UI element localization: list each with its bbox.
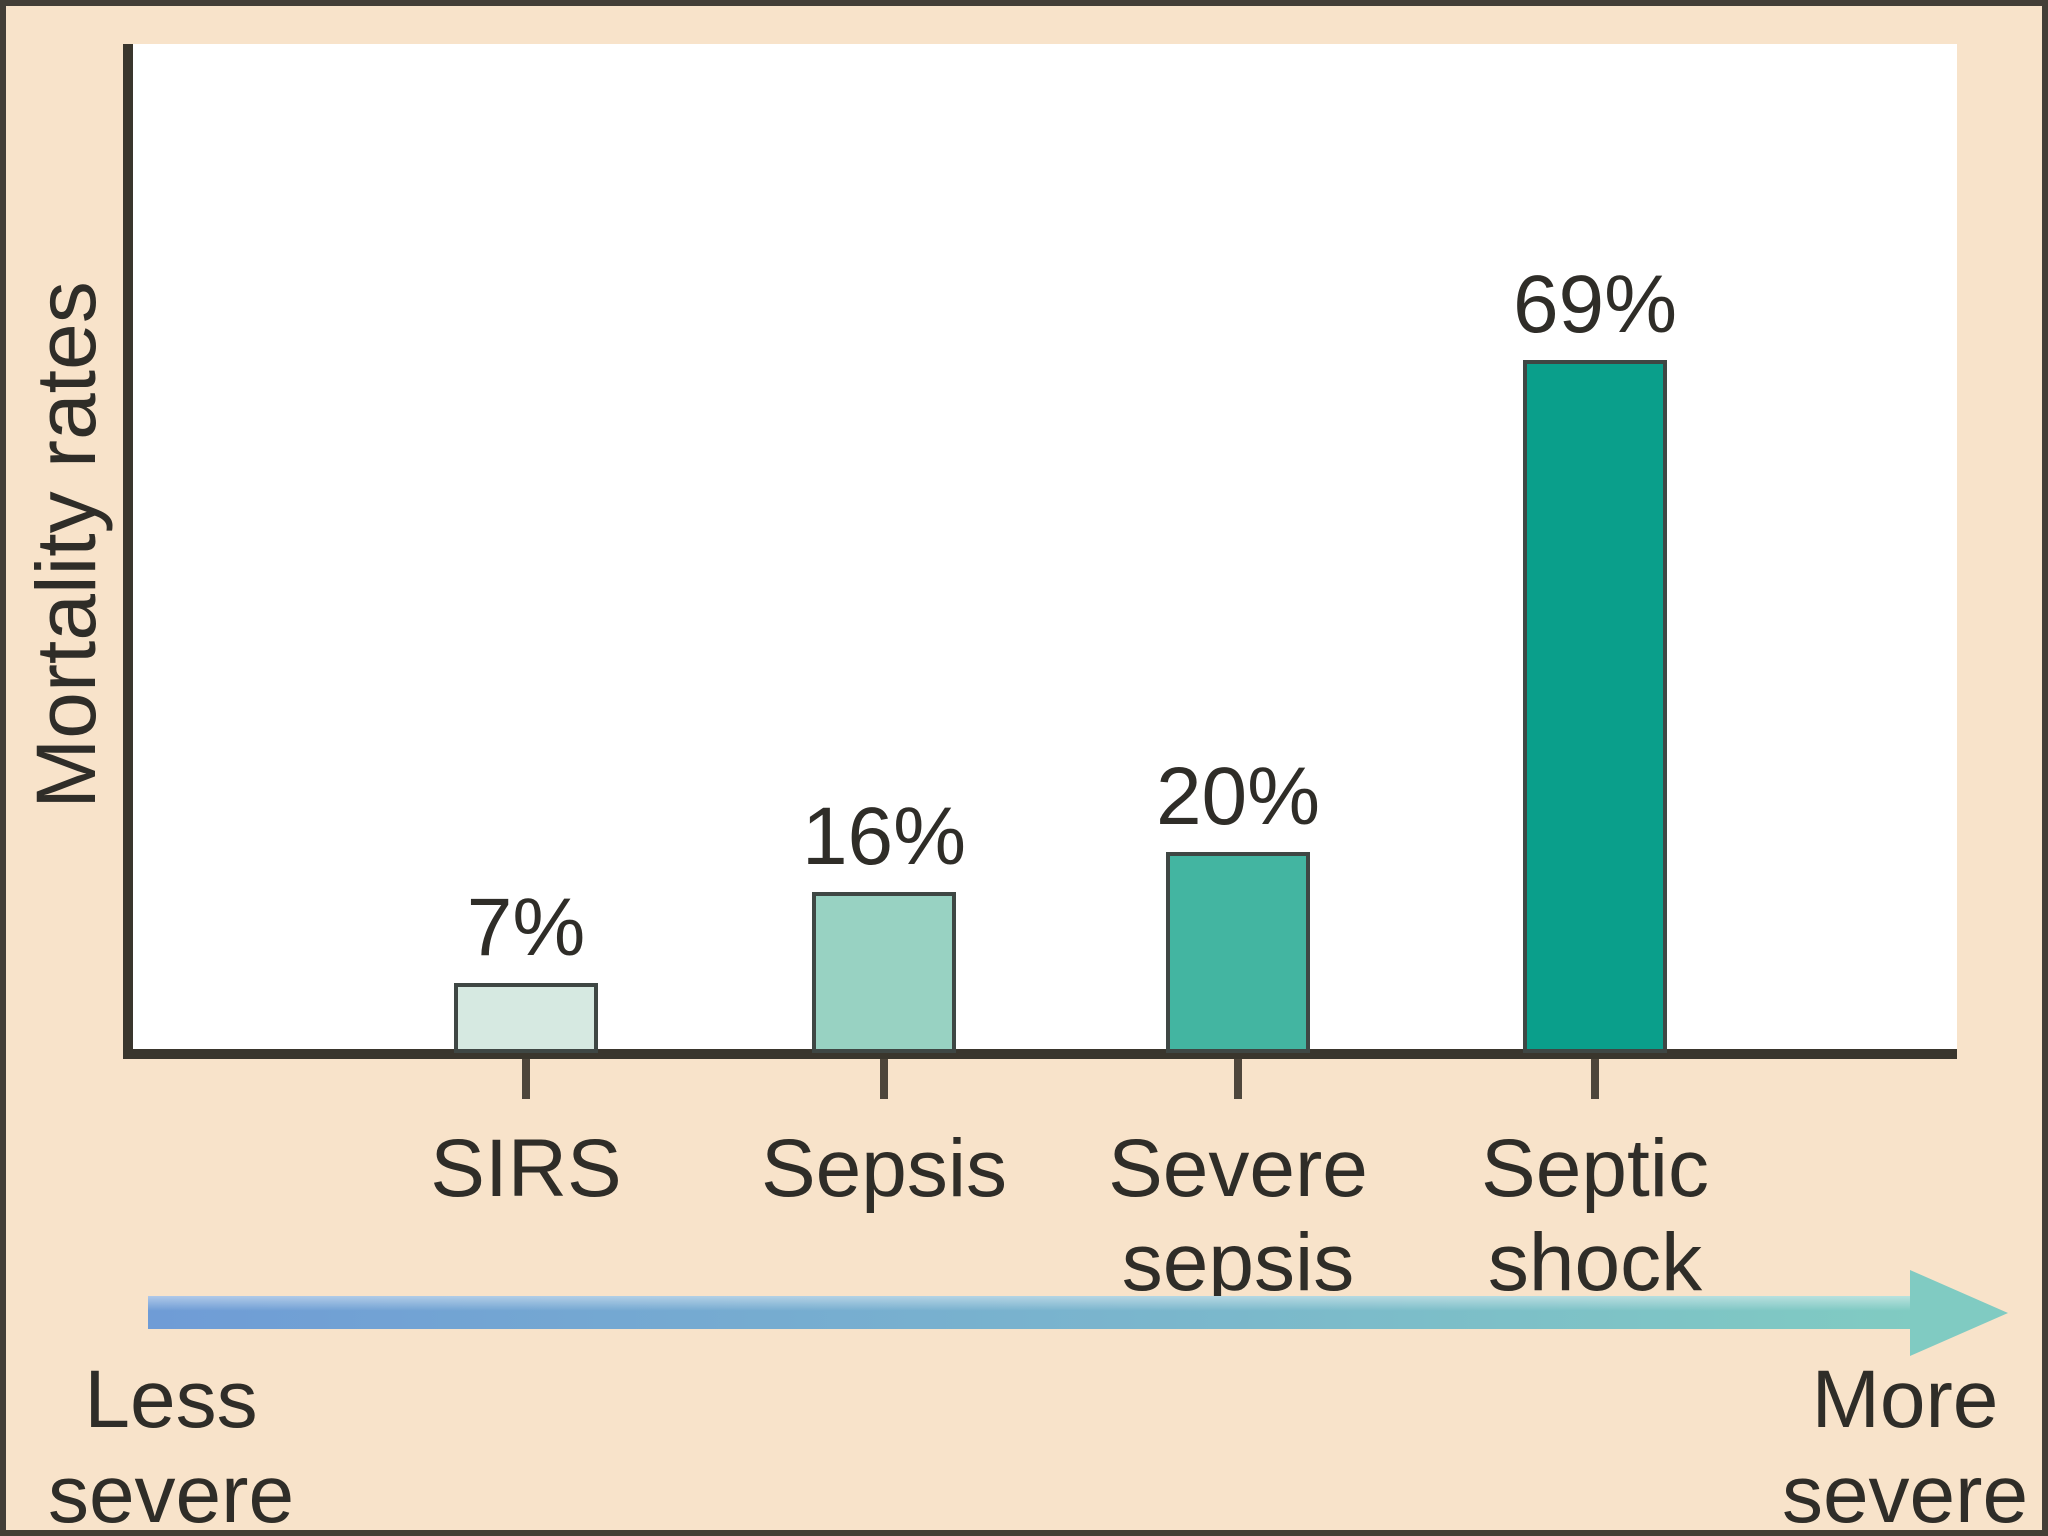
severity-arrow-head-icon — [1910, 1270, 2008, 1356]
x-axis-tick-sepsis — [880, 1059, 888, 1099]
category-label-sirs: SIRS — [430, 1123, 622, 1214]
value-label-sirs: 7% — [466, 882, 586, 973]
value-label-sepsis: 16% — [801, 791, 967, 882]
severity-arrow-shaft — [148, 1296, 1914, 1329]
less-severe-label: Less severe — [47, 1354, 295, 1536]
category-label-septic-shock: Septic shock — [1481, 1123, 1709, 1308]
value-label-septic-shock: 69% — [1512, 259, 1678, 350]
x-axis-tick-severe-sepsis — [1234, 1059, 1242, 1099]
category-label-sepsis: Sepsis — [760, 1123, 1008, 1214]
bar-severe-sepsis — [1166, 852, 1310, 1053]
x-axis-tick-septic-shock — [1591, 1059, 1599, 1099]
x-axis-tick-sirs — [522, 1059, 530, 1099]
more-severe-label: More severe — [1781, 1354, 2029, 1536]
plot-area — [123, 44, 1957, 1059]
category-label-severe-sepsis: Severe sepsis — [1108, 1123, 1368, 1308]
value-label-severe-sepsis: 20% — [1155, 751, 1321, 842]
bar-septic-shock — [1523, 360, 1667, 1053]
y-axis-label: Mortality rates — [19, 281, 113, 809]
bar-sirs — [454, 983, 598, 1053]
bar-sepsis — [812, 892, 956, 1053]
